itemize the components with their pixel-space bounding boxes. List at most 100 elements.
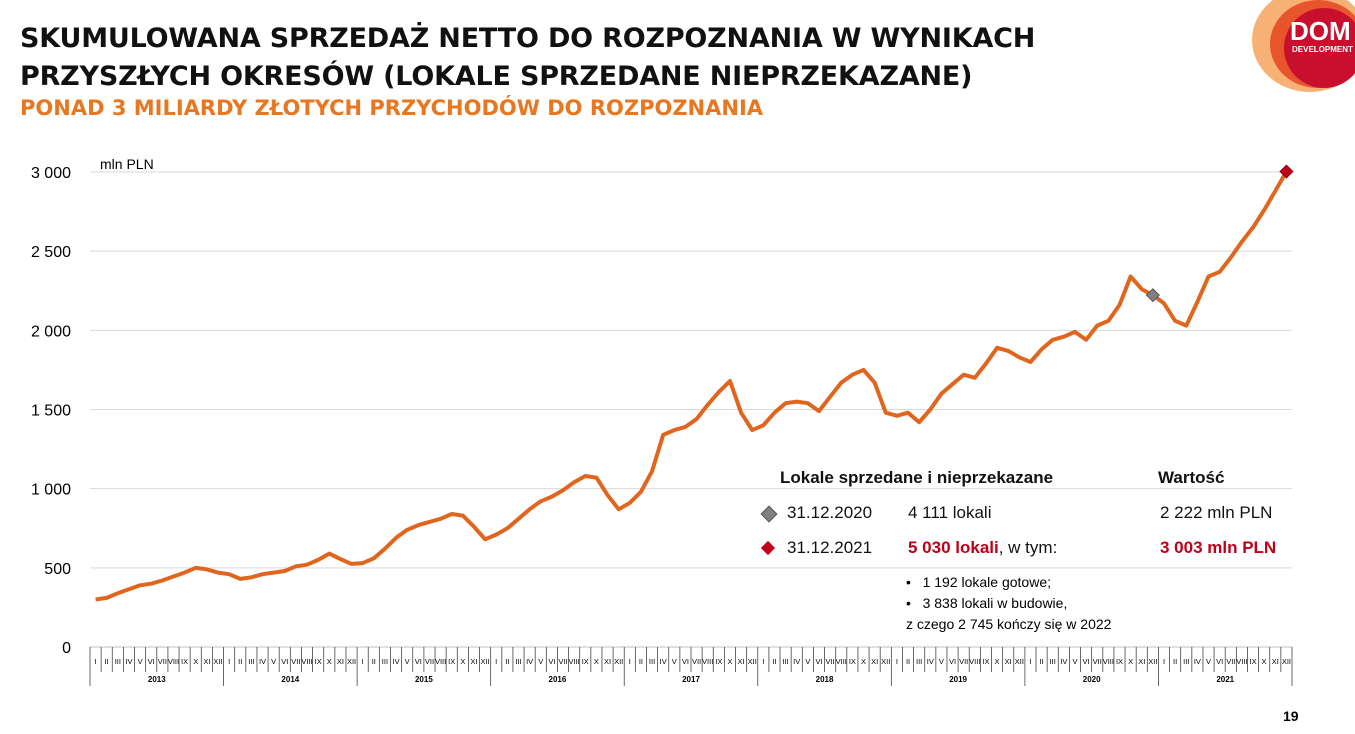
month-tick-label: II xyxy=(772,657,776,666)
month-tick-label: IV xyxy=(393,657,400,666)
month-tick-label: VIII xyxy=(836,657,847,666)
month-tick-label: III xyxy=(1183,657,1189,666)
month-tick-label: II xyxy=(372,657,376,666)
month-tick-label: V xyxy=(805,657,810,666)
page-number: 19 xyxy=(1283,708,1299,724)
month-tick-label: II xyxy=(238,657,242,666)
month-tick-label: VII xyxy=(158,657,167,666)
month-tick-label: VIII xyxy=(1236,657,1247,666)
month-tick-label: I xyxy=(1163,657,1165,666)
legend-header-right: Wartość xyxy=(1158,468,1225,487)
y-tick-label: 1 500 xyxy=(31,403,71,420)
unit-label: mln PLN xyxy=(100,156,154,172)
month-tick-label: VII xyxy=(558,657,567,666)
month-tick-label: VI xyxy=(949,657,956,666)
data-marker-diamond xyxy=(1145,288,1160,303)
y-tick-label: 500 xyxy=(44,561,71,578)
legend-row2-date: 31.12.2021 xyxy=(787,538,873,557)
month-tick-label: III xyxy=(1050,657,1056,666)
month-tick-label: V xyxy=(405,657,410,666)
legend-row2-count-suffix: , w tym: xyxy=(998,538,1058,557)
month-tick-label: I xyxy=(228,657,230,666)
month-tick-label: III xyxy=(649,657,655,666)
month-tick-label: XII xyxy=(213,657,222,666)
month-tick-label: XII xyxy=(881,657,890,666)
month-tick-label: IV xyxy=(1060,657,1067,666)
month-tick-label: II xyxy=(505,657,509,666)
month-tick-label: VI xyxy=(415,657,422,666)
legend-row1-value: 2 222 mln PLN xyxy=(1160,503,1273,522)
month-tick-label: VII xyxy=(692,657,701,666)
month-tick-label: X xyxy=(1262,657,1267,666)
month-tick-label: X xyxy=(727,657,732,666)
month-tick-label: IX xyxy=(181,657,188,666)
year-tick-label: 2020 xyxy=(1083,675,1101,684)
month-tick-label: I xyxy=(896,657,898,666)
month-tick-label: III xyxy=(916,657,922,666)
month-tick-label: V xyxy=(138,657,143,666)
month-tick-label: III xyxy=(515,657,521,666)
month-tick-label: III xyxy=(382,657,388,666)
month-tick-label: XII xyxy=(1148,657,1157,666)
month-tick-label: II xyxy=(639,657,643,666)
month-tick-label: IV xyxy=(660,657,667,666)
month-tick-label: VII xyxy=(826,657,835,666)
month-tick-label: II xyxy=(1039,657,1043,666)
month-tick-label: VI xyxy=(148,657,155,666)
month-tick-label: IV xyxy=(793,657,800,666)
month-tick-label: VII xyxy=(959,657,968,666)
legend-header-left: Lokale sprzedane i nieprzekazane xyxy=(780,468,1054,487)
page-subtitle: PONAD 3 MILIARDY ZŁOTYCH PRZYCHODÓW DO R… xyxy=(20,96,764,120)
month-tick-label: X xyxy=(327,657,332,666)
month-tick-label: VIII xyxy=(168,657,179,666)
month-tick-label: VI xyxy=(281,657,288,666)
month-tick-label: III xyxy=(782,657,788,666)
month-tick-label: XII xyxy=(347,657,356,666)
month-tick-label: VI xyxy=(815,657,822,666)
data-marker-diamond xyxy=(1279,164,1294,179)
page-title: SKUMULOWANA SPRZEDAŻ NETTO DO ROZPOZNANI… xyxy=(20,20,1035,96)
month-tick-label: V xyxy=(538,657,543,666)
month-tick-label: X xyxy=(594,657,599,666)
month-tick-label: XII xyxy=(748,657,757,666)
month-tick-label: I xyxy=(495,657,497,666)
dom-development-logo: DOM DEVELOPMENT xyxy=(1252,0,1355,92)
grid-lines xyxy=(90,171,1292,648)
month-tick-label: III xyxy=(248,657,254,666)
title-line-1: SKUMULOWANA SPRZEDAŻ NETTO DO ROZPOZNANI… xyxy=(20,23,1036,54)
y-tick-label: 3 000 xyxy=(31,165,71,182)
legend-row2-value: 3 003 mln PLN xyxy=(1160,538,1277,557)
y-tick-label: 0 xyxy=(62,640,71,657)
month-tick-label: I xyxy=(1029,657,1031,666)
month-tick-label: I xyxy=(762,657,764,666)
month-tick-label: III xyxy=(115,657,121,666)
legend-note: z czego 2 745 kończy się w 2022 xyxy=(906,616,1112,632)
month-tick-label: IX xyxy=(315,657,322,666)
month-tick-label: XII xyxy=(481,657,490,666)
month-tick-label: VI xyxy=(1216,657,1223,666)
month-tick-label: IV xyxy=(125,657,132,666)
year-tick-label: 2018 xyxy=(816,675,834,684)
series-line xyxy=(95,170,1289,602)
month-tick-label: VIII xyxy=(569,657,580,666)
month-tick-label: V xyxy=(1206,657,1211,666)
legend-row2-count-wrap: 5 030 lokali, w tym: xyxy=(908,538,1057,558)
month-tick-label: V xyxy=(939,657,944,666)
month-tick-label: X xyxy=(861,657,866,666)
month-tick-label: VIII xyxy=(702,657,713,666)
month-tick-label: X xyxy=(460,657,465,666)
month-tick-label: X xyxy=(193,657,198,666)
month-tick-label: VII xyxy=(1093,657,1102,666)
month-tick-label: I xyxy=(629,657,631,666)
month-tick-label: XI xyxy=(1138,657,1145,666)
month-tick-label: IX xyxy=(849,657,856,666)
month-tick-label: I xyxy=(362,657,364,666)
legend-row1-count: 4 111 lokali xyxy=(908,503,992,522)
legend-row1-date: 31.12.2020 xyxy=(787,503,873,522)
month-tick-label: X xyxy=(995,657,1000,666)
month-tick-label: IV xyxy=(526,657,533,666)
month-tick-label: XI xyxy=(1272,657,1279,666)
month-tick-label: XII xyxy=(1015,657,1024,666)
year-tick-label: 2016 xyxy=(549,675,567,684)
